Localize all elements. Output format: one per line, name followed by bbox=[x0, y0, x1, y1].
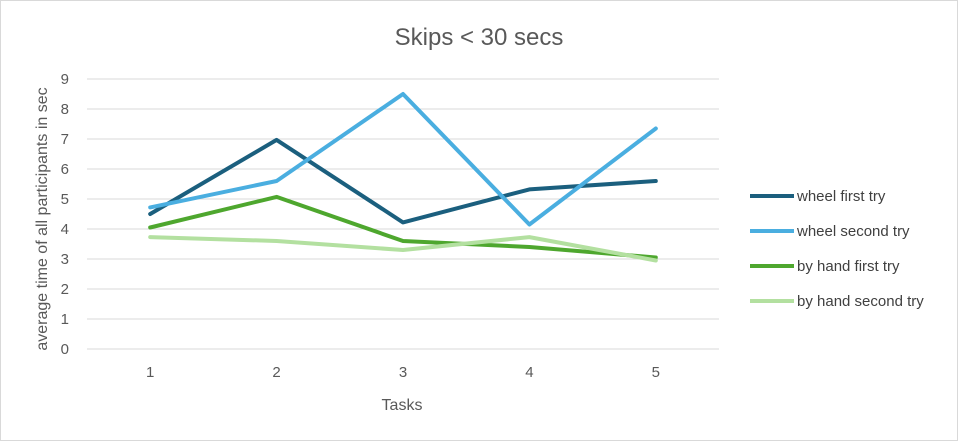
series-lines bbox=[150, 94, 656, 261]
series-line bbox=[150, 94, 656, 225]
y-axis-ticks: 0 1 2 3 4 5 6 7 8 9 bbox=[61, 71, 69, 358]
y-tick-label: 8 bbox=[61, 101, 69, 118]
x-axis-title: Tasks bbox=[382, 397, 423, 414]
legend-label: wheel second try bbox=[796, 223, 910, 240]
x-tick-label: 4 bbox=[525, 364, 533, 381]
legend-label: by hand first try bbox=[797, 258, 900, 275]
y-tick-label: 9 bbox=[61, 71, 69, 88]
y-tick-label: 3 bbox=[61, 251, 69, 268]
x-tick-label: 3 bbox=[399, 364, 407, 381]
x-tick-label: 1 bbox=[146, 364, 154, 381]
x-axis-ticks: 1 2 3 4 5 bbox=[146, 364, 660, 381]
x-tick-label: 2 bbox=[272, 364, 280, 381]
x-tick-label: 5 bbox=[652, 364, 660, 381]
y-tick-label: 7 bbox=[61, 131, 69, 148]
y-axis-title: average time of all participants in sec bbox=[34, 87, 51, 350]
y-tick-label: 6 bbox=[61, 161, 69, 178]
y-tick-label: 1 bbox=[61, 311, 69, 328]
chart-title: Skips < 30 secs bbox=[395, 24, 564, 51]
legend-label: by hand second try bbox=[797, 293, 924, 310]
y-tick-label: 5 bbox=[61, 191, 69, 208]
legend-label: wheel first try bbox=[796, 188, 886, 205]
y-tick-label: 2 bbox=[61, 281, 69, 298]
y-tick-label: 0 bbox=[61, 341, 69, 358]
y-tick-label: 4 bbox=[61, 221, 69, 238]
gridlines bbox=[87, 79, 719, 349]
legend: wheel first try wheel second try by hand f… bbox=[750, 188, 924, 310]
